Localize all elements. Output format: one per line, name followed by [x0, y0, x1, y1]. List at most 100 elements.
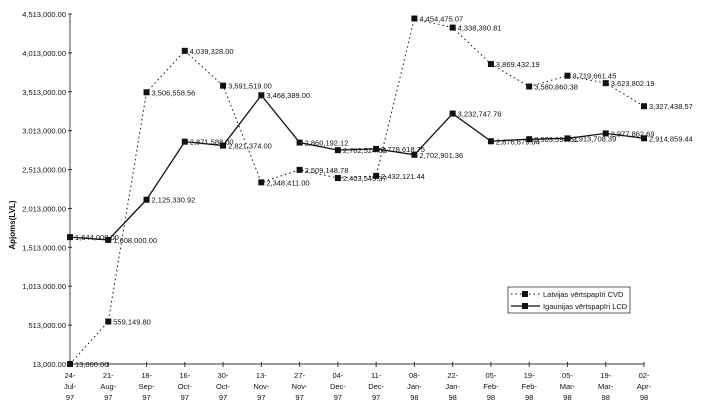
y-tick-label: 13,000.00 — [33, 360, 66, 369]
x-tick-label: 97 — [295, 393, 303, 402]
data-label-lcd: 3,232,747.76 — [458, 110, 502, 119]
data-label-cvd: 2,432,121.44 — [381, 172, 425, 181]
data-label-cvd: 3,506,558.56 — [152, 88, 196, 97]
data-point-cvd — [220, 82, 227, 89]
data-label-cvd: 559,149.80 — [113, 318, 151, 327]
x-tick-label: 13- — [256, 371, 267, 380]
x-tick-label: 97 — [66, 393, 74, 402]
data-point-lcd — [181, 138, 188, 145]
series-line-lcd — [69, 94, 645, 241]
y-tick-label: 1,513,000.00 — [22, 243, 66, 252]
x-tick-label: 97 — [219, 393, 227, 402]
data-point-lcd — [564, 135, 571, 142]
x-tick-label: 16- — [179, 371, 190, 380]
data-label-cvd: 4,454,475.07 — [419, 15, 463, 24]
y-tick-label: 513,000.00 — [28, 321, 66, 330]
x-tick-label: Feb- — [521, 382, 537, 391]
x-tick-label: Oct- — [216, 382, 231, 391]
y-tick-label: 2,013,000.00 — [22, 204, 66, 213]
data-point-lcd — [449, 110, 456, 117]
x-tick-label: Jan- — [407, 382, 422, 391]
x-tick-label: Nov- — [253, 382, 269, 391]
legend-marker-lcd — [522, 303, 528, 309]
data-point-cvd — [105, 318, 112, 325]
data-point-cvd — [526, 83, 533, 90]
x-tick-label: 19- — [600, 371, 611, 380]
x-tick-label: 97 — [372, 393, 380, 402]
x-tick-label: 02- — [639, 371, 650, 380]
legend: Latvijas vērtspapīri CVD Igaunijas vērts… — [507, 286, 631, 314]
x-tick-label: 08- — [409, 371, 420, 380]
x-tick-label: 98 — [640, 393, 648, 402]
data-point-cvd — [449, 24, 456, 31]
data-point-cvd — [487, 61, 494, 68]
data-label-cvd: 4,039,328.00 — [190, 47, 234, 56]
x-tick-label: Nov- — [292, 382, 308, 391]
x-tick-label: Sep- — [139, 382, 155, 391]
x-tick-label: 24- — [65, 371, 76, 380]
x-tick-label: 97 — [334, 393, 342, 402]
x-tick-label: 11- — [371, 371, 382, 380]
x-tick-label: 98 — [563, 393, 571, 402]
x-tick-label: 04- — [332, 371, 343, 380]
x-tick-label: 97 — [181, 393, 189, 402]
data-point-lcd — [487, 138, 494, 145]
x-tick-label: Oct- — [178, 382, 193, 391]
x-tick-label: Mar- — [560, 382, 576, 391]
x-tick-label: 98 — [602, 393, 610, 402]
data-point-lcd — [526, 136, 533, 143]
data-label-lcd: 3,468,389.00 — [266, 91, 310, 100]
y-tick-label: 1,013,000.00 — [22, 282, 66, 291]
data-point-lcd — [641, 135, 647, 142]
y-tick-label: 3,013,000.00 — [22, 127, 66, 136]
data-point-lcd — [220, 142, 227, 149]
x-tick-label: 98 — [410, 393, 418, 402]
x-tick-label: Dec- — [330, 382, 346, 391]
data-label-cvd: 3,327,438.57 — [649, 102, 693, 111]
data-label-lcd: 2,903,590.51 — [534, 135, 578, 144]
data-label-lcd: 2,977,862.69 — [611, 129, 655, 138]
data-point-cvd — [373, 172, 380, 179]
x-tick-label: 18- — [141, 371, 152, 380]
data-label-lcd: 2,778,618.75 — [381, 145, 425, 154]
x-tick-label: Mar- — [598, 382, 614, 391]
x-tick-label: 97 — [104, 393, 112, 402]
data-point-lcd — [105, 236, 112, 243]
x-tick-label: 22- — [447, 371, 458, 380]
data-label-lcd: 2,762,524.69 — [343, 146, 387, 155]
data-point-lcd — [602, 130, 609, 137]
y-tick-label: 4,013,000.00 — [22, 49, 66, 58]
legend-marker-cvd — [522, 291, 528, 297]
y-tick-label: 3,513,000.00 — [22, 88, 66, 97]
data-label-lcd: 2,860,192.12 — [305, 139, 349, 148]
data-point-cvd — [334, 175, 341, 182]
data-point-lcd — [296, 139, 303, 146]
data-label-cvd: 13,000.00 — [75, 360, 108, 369]
y-tick-label: 4,513,000.00 — [22, 10, 66, 19]
data-label-cvd: 4,338,390.81 — [458, 24, 502, 33]
data-label-lcd: 1,608,000.00 — [113, 236, 157, 245]
x-tick-label: 30- — [218, 371, 229, 380]
data-label-cvd: 2,403,545.37 — [343, 174, 387, 183]
x-tick-label: 21- — [103, 371, 114, 380]
x-tick-label: 05- — [562, 371, 573, 380]
data-point-cvd — [411, 15, 418, 22]
x-tick-label: 27- — [294, 371, 305, 380]
x-tick-label: Aug- — [100, 382, 116, 391]
data-point-lcd — [143, 196, 150, 203]
x-tick-label: Jul- — [64, 382, 77, 391]
data-label-lcd: 2,125,330.92 — [152, 196, 196, 205]
data-point-cvd — [296, 166, 303, 173]
x-tick-label: Feb- — [483, 382, 499, 391]
data-label-cvd: 3,719,661.45 — [572, 72, 616, 81]
x-tick-label: 97 — [257, 393, 265, 402]
x-tick-label: 98 — [487, 393, 495, 402]
data-point-cvd — [181, 47, 188, 54]
x-tick-label: 05- — [486, 371, 497, 380]
x-tick-label: Dec- — [368, 382, 384, 391]
data-point-cvd — [641, 103, 647, 110]
data-point-lcd — [67, 234, 73, 241]
data-label-lcd: 2,821,374.00 — [228, 142, 272, 151]
data-label-cvd: 3,623,802.19 — [611, 79, 655, 88]
